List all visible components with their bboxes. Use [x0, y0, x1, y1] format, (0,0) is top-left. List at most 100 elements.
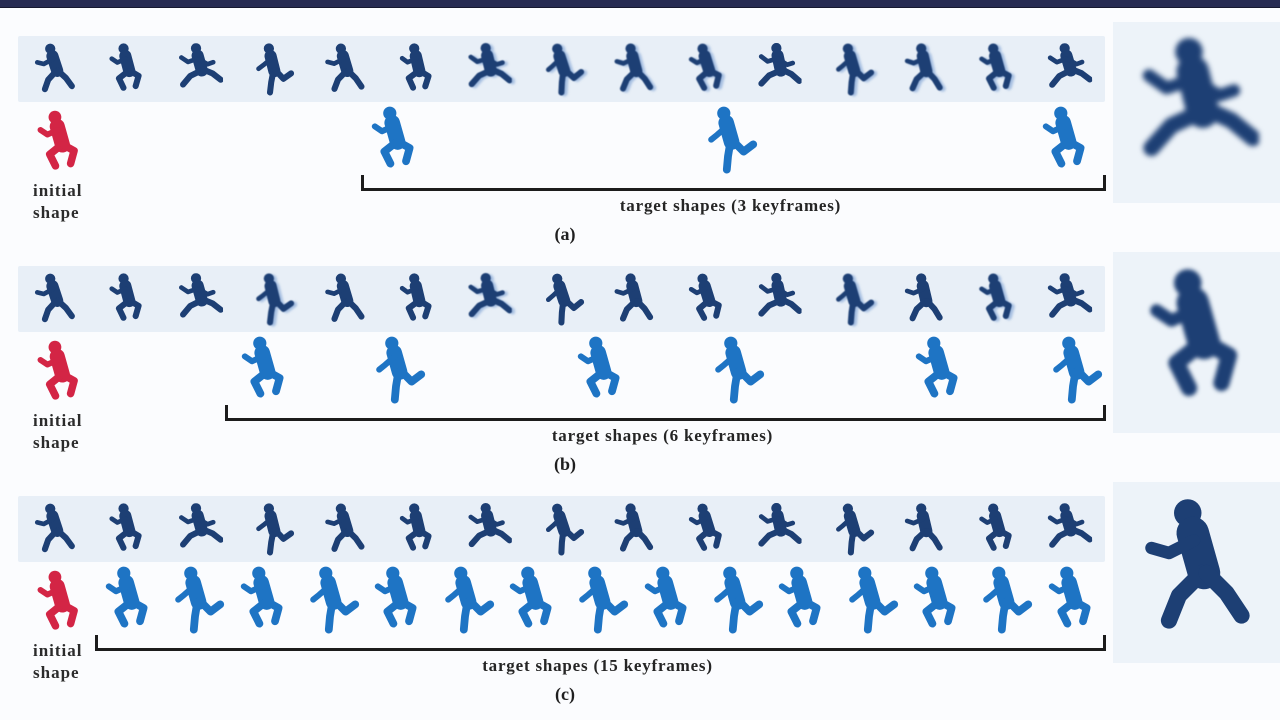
- target-keyframe-figure: [502, 566, 562, 638]
- initial-label-line1: initial: [33, 411, 83, 430]
- generated-frame-figure: [754, 502, 803, 562]
- bracket-label: target shapes (15 keyframes): [482, 656, 713, 675]
- generated-frames-strip: [18, 36, 1105, 102]
- bracket-label: target shapes (3 keyframes): [619, 196, 842, 215]
- generated-frame-figure: [30, 42, 79, 103]
- generated-frame-figure: [30, 272, 79, 333]
- panel-a: initial shape target shapes (3 keyframes…: [0, 0, 1280, 244]
- generated-frame-figure: [537, 42, 586, 103]
- generated-frame-figure: [175, 272, 224, 332]
- generated-frame-figure: [175, 502, 224, 562]
- target-keyframe-figure: [98, 566, 158, 638]
- target-keyframe-figure: [704, 566, 764, 638]
- initial-shape-figure: [30, 570, 88, 640]
- initial-shape-figure: [30, 340, 88, 410]
- target-keyframe-figure: [839, 566, 899, 638]
- target-keyframe-figure: [698, 106, 758, 178]
- keyframes-bracket: [95, 635, 1106, 651]
- generated-frame-figure: [320, 503, 368, 563]
- initial-label-line1: initial: [33, 181, 83, 200]
- generated-frame-figure: [103, 43, 151, 103]
- generated-frame-figure: [537, 502, 586, 563]
- target-keyframe-figure: [1041, 566, 1101, 638]
- generated-frame-figure: [320, 273, 368, 333]
- generated-frame-figure: [392, 42, 441, 103]
- generated-frame-figure: [973, 273, 1020, 332]
- zoomed-output-panel: [1113, 22, 1280, 203]
- generated-frame-figure: [465, 43, 512, 102]
- generated-frame-figure: [899, 272, 948, 333]
- generated-frame-figure: [392, 502, 441, 563]
- generated-frame-figure: [1044, 272, 1093, 333]
- initial-shape-label: initial shape: [33, 180, 83, 224]
- initial-shape-label: initial shape: [33, 410, 83, 454]
- panel-b: initial shape target shapes (6 keyframes…: [0, 230, 1280, 474]
- initial-shape-figure: [30, 110, 88, 180]
- generated-frame-figure: [754, 42, 803, 102]
- generated-frame-figure: [30, 502, 79, 563]
- target-keyframe-figure: [637, 566, 697, 638]
- target-keyframe-figure: [367, 566, 427, 638]
- generated-frame-figure: [392, 272, 441, 333]
- target-keyframe-figure: [570, 336, 630, 408]
- generated-frame-figure: [973, 503, 1020, 562]
- target-keyframe-figure: [1035, 106, 1095, 178]
- row-caption: (c): [555, 684, 575, 704]
- row-caption: (b): [554, 454, 576, 474]
- generated-frame-figure: [610, 43, 658, 103]
- generated-frames-strip: [18, 496, 1105, 562]
- panel-c: initial shape target shapes (15 keyframe…: [0, 460, 1280, 720]
- generated-frame-figure: [899, 502, 948, 563]
- generated-frame-figure: [1044, 42, 1093, 103]
- generated-frames-strip: [18, 266, 1105, 332]
- generated-frame-figure: [175, 42, 224, 102]
- initial-shape-label: initial shape: [33, 640, 83, 684]
- target-keyframe-figure: [234, 336, 294, 408]
- generated-frame-figure: [610, 273, 658, 333]
- target-keyframe-figure: [1043, 336, 1103, 408]
- generated-frame-figure: [754, 272, 803, 332]
- generated-frame-figure: [247, 272, 296, 332]
- initial-label-line2: shape: [33, 433, 80, 453]
- keyframes-bracket: [225, 405, 1106, 421]
- zoomed-output-panel: [1113, 482, 1280, 663]
- initial-label-line1: initial: [33, 641, 83, 660]
- target-keyframe-figure: [569, 566, 629, 638]
- generated-frame-figure: [610, 503, 658, 563]
- top-border-bar: [0, 0, 1280, 8]
- target-keyframe-figure: [165, 566, 225, 638]
- generated-frame-figure: [465, 503, 512, 562]
- generated-frame-figure: [827, 273, 875, 333]
- generated-frame-figure: [103, 503, 151, 563]
- initial-label-line2: shape: [33, 663, 80, 683]
- generated-frame-figure: [899, 42, 948, 103]
- generated-frame-figure: [103, 273, 151, 333]
- target-keyframe-figure: [906, 566, 966, 638]
- initial-label-line2: shape: [33, 203, 80, 223]
- target-keyframe-figure: [300, 566, 360, 638]
- generated-frame-figure: [682, 502, 731, 562]
- generated-frame-figure: [682, 42, 731, 102]
- target-keyframe-figure: [233, 566, 293, 638]
- target-keyframe-figure: [908, 336, 968, 408]
- generated-frame-figure: [1044, 502, 1093, 563]
- target-keyframe-figure: [364, 106, 424, 178]
- generated-frame-figure: [537, 272, 586, 333]
- generated-frame-figure: [827, 43, 875, 103]
- generated-frame-figure: [247, 42, 296, 102]
- target-keyframe-figure: [771, 566, 831, 638]
- zoomed-output-panel: [1113, 252, 1280, 433]
- generated-frame-figure: [973, 43, 1020, 102]
- bracket-label: target shapes (6 keyframes): [551, 426, 774, 445]
- target-keyframe-figure: [705, 336, 765, 408]
- generated-frame-figure: [682, 272, 731, 332]
- target-keyframe-figure: [435, 566, 495, 638]
- generated-frame-figure: [320, 43, 368, 103]
- target-keyframe-figure: [366, 336, 426, 408]
- keyframes-bracket: [361, 175, 1106, 191]
- generated-frame-figure: [465, 273, 512, 332]
- row-caption: (a): [554, 224, 576, 244]
- generated-frame-figure: [247, 502, 296, 562]
- generated-frame-figure: [827, 503, 875, 563]
- target-keyframe-figure: [973, 566, 1033, 638]
